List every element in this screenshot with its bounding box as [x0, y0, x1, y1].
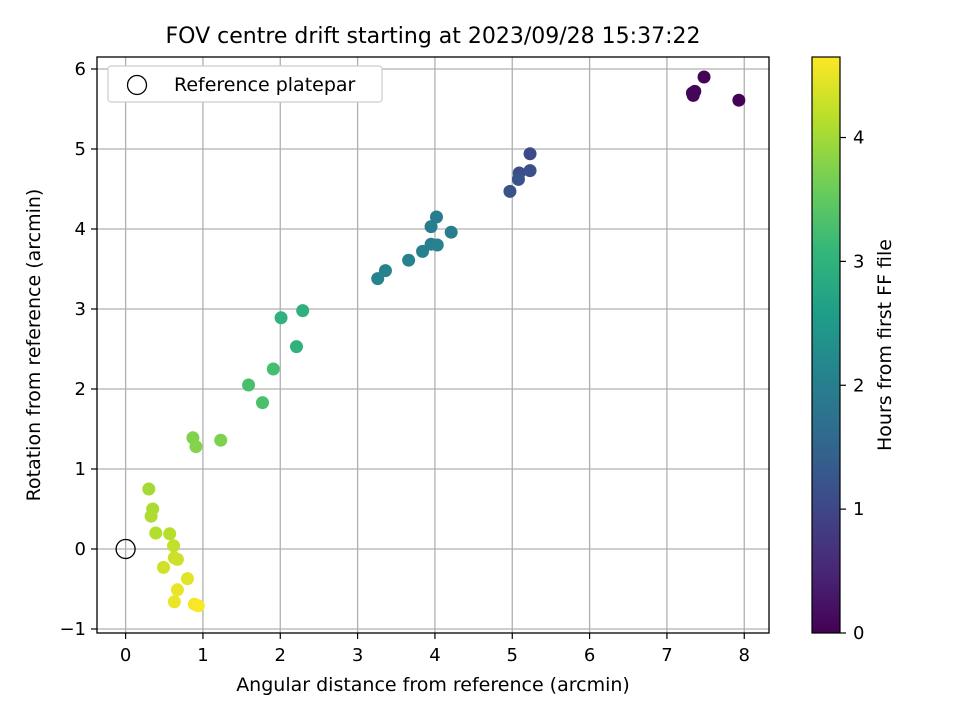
reference-marker-layer	[115, 538, 136, 560]
colorbar-ticks: 0 1 2 3 4	[840, 128, 864, 644]
scatter-points	[142, 70, 746, 613]
x-tick-label: 0	[120, 645, 131, 666]
legend-box	[107, 65, 383, 103]
x-tick-label: 6	[584, 645, 595, 666]
plot-background	[97, 57, 769, 633]
y-tick-label: 6	[75, 59, 86, 80]
x-tick-label: 4	[429, 645, 440, 666]
y-tick-label: 5	[75, 139, 86, 160]
x-tick-label: 2	[275, 645, 286, 666]
colorbar-tick-label: 2	[853, 375, 864, 396]
reference-platepar-marker	[115, 538, 136, 560]
colorbar-tick-label: 0	[853, 623, 864, 644]
scatter-point	[402, 253, 416, 267]
scatter-point	[180, 572, 194, 586]
x-tick-label: 7	[661, 645, 672, 666]
y-axis-ticks: −1 0 1 2 3 4 5 6	[59, 59, 97, 640]
scatter-point	[191, 599, 205, 613]
x-axis-ticks: 0 1 2 3 4 5 6 7 8	[120, 633, 750, 666]
colorbar-tick-label: 3	[853, 251, 864, 272]
scatter-point	[378, 264, 392, 278]
scatter-point	[149, 526, 163, 540]
scatter-point	[274, 311, 288, 325]
x-tick-label: 8	[739, 645, 750, 666]
y-tick-label: −1	[59, 619, 86, 640]
colorbar-gradient	[811, 56, 841, 634]
scatter-point	[685, 86, 699, 100]
scatter-point	[144, 509, 158, 523]
scatter-point	[290, 340, 304, 354]
colorbar-tick-label: 1	[853, 499, 864, 520]
scatter-point	[296, 304, 310, 318]
scatter-point	[242, 378, 256, 392]
colorbar-label: Hours from first FF file	[874, 239, 896, 451]
colorbar-tick-label: 4	[853, 128, 864, 149]
legend-marker-icon	[126, 74, 148, 96]
legend: Reference platepar	[107, 65, 383, 103]
scatter-point	[503, 184, 517, 198]
scatter-point	[189, 440, 203, 454]
colorbar: 0 1 2 3 4 Hours from first FF file	[811, 56, 896, 644]
y-axis-label: Rotation from reference (arcmin)	[23, 189, 45, 502]
y-tick-label: 4	[75, 219, 86, 240]
y-tick-label: 1	[75, 459, 86, 480]
scatter-point	[424, 220, 438, 234]
scatter-point	[697, 70, 711, 84]
scatter-point	[142, 482, 156, 496]
scatter-point	[371, 272, 385, 286]
y-tick-label: 3	[75, 299, 86, 320]
scatter-point	[429, 210, 443, 224]
scatter-point	[430, 238, 444, 252]
scatter-point	[170, 583, 184, 597]
chart-title: FOV centre drift starting at 2023/09/28 …	[166, 24, 701, 49]
grid-lines	[97, 57, 769, 633]
scatter-point	[511, 172, 525, 186]
scatter-point	[170, 552, 184, 566]
scatter-point	[214, 433, 228, 447]
plot-area: 0 1 2 3 4 5 6 7 8 −1 0 1 2 3 4 5 6	[59, 56, 770, 666]
plot-frame	[96, 56, 770, 634]
legend-entry-label: Reference platepar	[174, 74, 356, 96]
scatter-point	[444, 225, 458, 239]
scatter-point	[266, 362, 280, 376]
y-tick-label: 0	[75, 539, 86, 560]
scatter-point	[167, 595, 181, 609]
scatter-point	[732, 93, 746, 107]
scatter-point	[167, 539, 181, 553]
x-tick-label: 3	[352, 645, 363, 666]
scatter-point	[523, 147, 537, 161]
scatter-point	[255, 396, 269, 410]
scatter-point	[523, 164, 537, 178]
scatter-point	[157, 560, 171, 574]
x-tick-label: 1	[197, 645, 208, 666]
scatter-point	[163, 527, 177, 541]
x-axis-label: Angular distance from reference (arcmin)	[236, 674, 630, 696]
scatter-point	[416, 244, 430, 258]
x-tick-label: 5	[507, 645, 518, 666]
y-tick-label: 2	[75, 379, 86, 400]
